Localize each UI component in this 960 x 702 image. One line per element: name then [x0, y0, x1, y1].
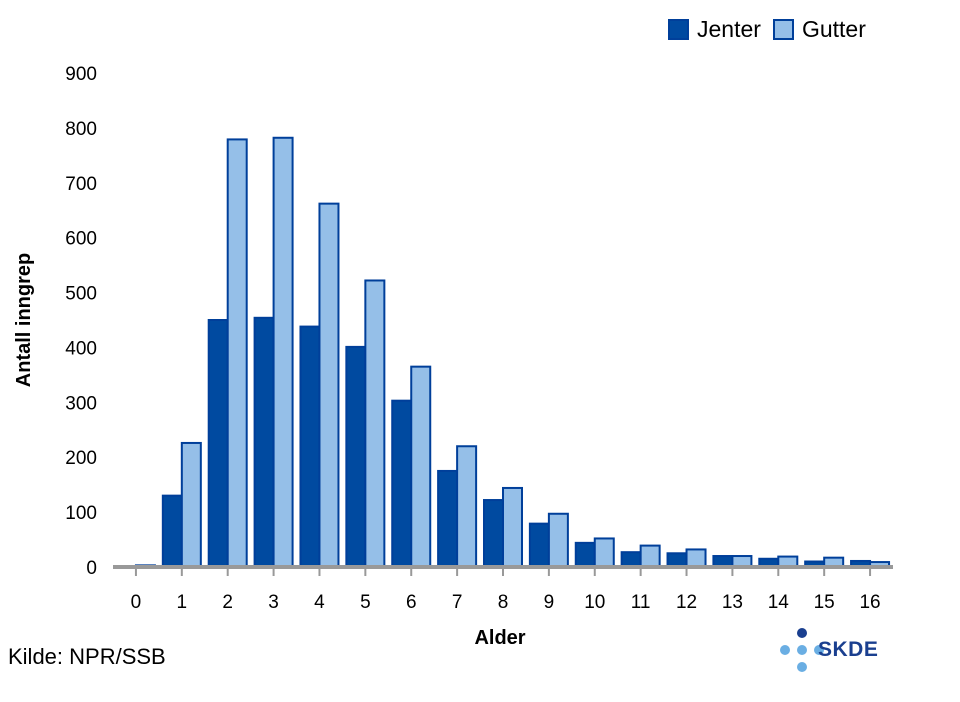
x-tick-label: 3 — [268, 592, 279, 613]
bar-jenter-4 — [299, 325, 321, 568]
x-tick-label: 0 — [131, 592, 142, 613]
bar-gutter-1 — [180, 441, 202, 568]
x-tick-label: 7 — [452, 592, 463, 613]
bar-gutter-12 — [685, 548, 707, 568]
bar-gutter-9 — [547, 512, 569, 568]
y-tick-label: 100 — [65, 503, 97, 524]
logo-dot-left — [780, 645, 790, 655]
x-tick-label: 13 — [722, 592, 743, 613]
logo-text: SKDE — [818, 638, 879, 661]
x-tick-label: 15 — [814, 592, 835, 613]
logo-dot-top — [797, 628, 807, 638]
y-tick-label: 200 — [65, 448, 97, 469]
x-axis-label: Alder — [474, 627, 525, 649]
y-tick-label: 300 — [65, 393, 97, 414]
logo-dot-center — [797, 645, 807, 655]
legend: Jenter Gutter — [668, 16, 878, 43]
logo-dot-right — [814, 645, 824, 655]
y-axis-label: Antall inngrep — [13, 253, 35, 387]
skde-logo: SKDE — [776, 624, 896, 676]
y-tick-label: 700 — [65, 174, 97, 195]
bar-jenter-5 — [345, 345, 367, 569]
legend-item-gutter: Gutter — [772, 16, 866, 43]
bar-gutter-3 — [272, 136, 294, 568]
y-tick-label: 0 — [86, 558, 97, 579]
bar-jenter-1 — [161, 494, 183, 568]
bar-gutter-8 — [502, 486, 523, 568]
bars-group — [115, 136, 891, 569]
y-tick-label: 900 — [65, 64, 97, 85]
y-tick-label: 600 — [65, 229, 97, 250]
x-tick-label: 12 — [676, 592, 697, 613]
x-tick-label: 1 — [177, 592, 188, 613]
bar-jenter-11 — [620, 551, 642, 568]
x-axis-ticks: 0 1 2 3 4 5 6 7 8 9 10 11 12 13 14 15 16 — [131, 567, 881, 613]
legend-item-jenter: Jenter — [668, 16, 761, 43]
y-tick-label: 400 — [65, 338, 97, 359]
x-tick-label: 9 — [544, 592, 555, 613]
x-tick-label: 5 — [360, 592, 371, 613]
x-tick-label: 16 — [859, 592, 880, 613]
legend-label-jenter: Jenter — [697, 16, 761, 42]
legend-swatch-gutter — [772, 19, 794, 40]
x-tick-label: 8 — [498, 592, 509, 613]
bar-jenter-10 — [574, 541, 596, 568]
bar-gutter-7 — [456, 445, 478, 568]
bar-gutter-11 — [639, 544, 661, 568]
y-tick-label: 800 — [65, 119, 97, 140]
bar-jenter-8 — [483, 499, 504, 568]
x-tick-label: 14 — [768, 592, 790, 613]
legend-label-gutter: Gutter — [801, 16, 866, 42]
x-tick-label: 4 — [314, 592, 325, 613]
x-tick-label: 11 — [631, 592, 651, 613]
x-tick-label: 6 — [406, 592, 417, 613]
legend-swatch-jenter — [668, 19, 689, 40]
bar-jenter-6 — [391, 399, 413, 569]
bar-jenter-2 — [207, 319, 229, 568]
bar-gutter-10 — [593, 537, 615, 568]
y-tick-label: 500 — [65, 284, 97, 305]
bar-jenter-7 — [437, 469, 459, 569]
bar-gutter-4 — [318, 202, 340, 568]
bar-jenter-9 — [528, 522, 550, 568]
x-tick-label: 10 — [584, 592, 605, 613]
source-note: Kilde: NPR/SSB — [8, 644, 166, 669]
logo-dot-bottom — [797, 662, 807, 672]
bar-jenter-12 — [666, 552, 688, 568]
bar-jenter-3 — [253, 316, 275, 568]
y-axis-ticks: 0 100 200 300 400 500 600 700 800 900 — [65, 64, 97, 579]
bar-gutter-6 — [410, 365, 432, 568]
x-tick-label: 2 — [222, 592, 233, 613]
bar-gutter-5 — [364, 279, 386, 568]
bar-gutter-2 — [226, 138, 248, 568]
